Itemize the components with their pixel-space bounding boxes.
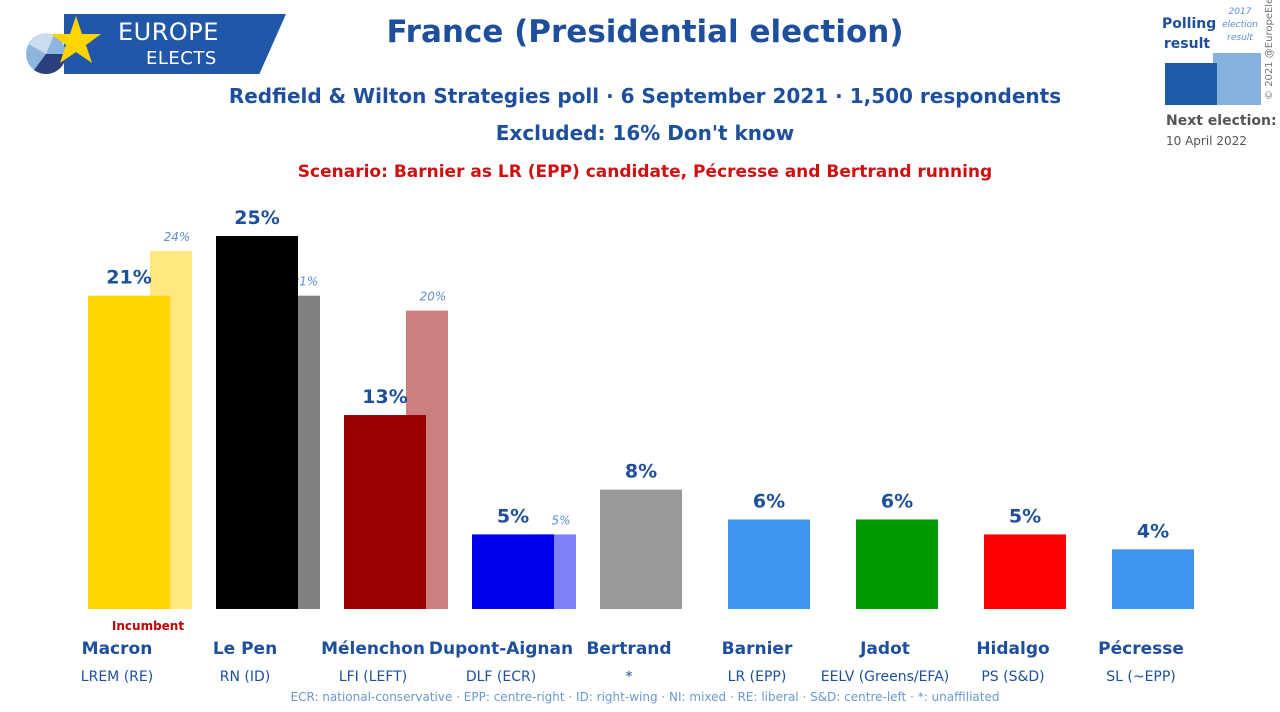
logo-band: [64, 14, 286, 74]
legend-polling-label: Polling result: [1162, 16, 1217, 52]
bar-poll-1: [216, 236, 298, 609]
bar-poll-4: [600, 489, 682, 609]
bar-2017-label-1: 21%: [292, 275, 319, 289]
candidate-name-2: Mélenchon: [321, 639, 425, 659]
candidate-name-3: Dupont-Aignan: [429, 639, 573, 659]
bar-poll-5: [728, 519, 810, 609]
party-label-6: EELV (Greens/EFA): [821, 669, 950, 685]
candidate-name-6: Jadot: [859, 639, 910, 659]
party-label-0: LREM (RE): [81, 669, 153, 685]
logo-text-elects: ELECTS: [146, 48, 217, 69]
bar-poll-8: [1112, 549, 1194, 609]
bar-poll-label-1: 25%: [234, 207, 279, 229]
bar-poll-label-3: 5%: [497, 505, 529, 527]
excluded-note: Excluded: 16% Don't know: [495, 121, 795, 145]
candidate-name-1: Le Pen: [213, 639, 277, 659]
bar-poll-label-0: 21%: [106, 267, 151, 289]
party-label-2: LFI (LEFT): [339, 669, 407, 685]
party-label-3: DLF (ECR): [466, 669, 536, 685]
bar-poll-0: [88, 295, 170, 609]
legend: Polling result 2017 election result Next…: [1150, 0, 1280, 170]
party-label-1: RN (ID): [220, 669, 270, 685]
bar-poll-label-5: 6%: [753, 490, 785, 512]
bar-poll-label-7: 5%: [1009, 505, 1041, 527]
party-label-8: SL (~EPP): [1106, 669, 1176, 685]
scenario-note: Scenario: Barnier as LR (EPP) candidate,…: [297, 162, 993, 182]
party-label-5: LR (EPP): [728, 669, 787, 685]
bar-poll-label-2: 13%: [362, 386, 407, 408]
next-election-label: Next election:: [1166, 113, 1277, 129]
bar-2017-label-2: 20%: [420, 290, 447, 304]
chart-title: France (Presidential election): [386, 14, 904, 50]
bar-2017-label-3: 5%: [551, 513, 570, 527]
bar-poll-label-6: 6%: [881, 490, 913, 512]
legend-2017-swatch: [1213, 53, 1261, 105]
party-legend-footer: ECR: national-conservative · EPP: centre…: [290, 690, 1000, 704]
candidate-name-4: Bertrand: [586, 639, 671, 659]
bar-2017-label-0: 24%: [164, 230, 191, 244]
logo-emblem-icon: [26, 16, 101, 74]
bar-poll-label-8: 4%: [1137, 520, 1169, 542]
logo-text-europe: EUROPE: [118, 18, 219, 46]
legend-2017-label: 2017 election result: [1222, 7, 1258, 43]
bar-poll-2: [344, 415, 426, 609]
bar-poll-6: [856, 519, 938, 609]
poll-subtitle: Redfield & Wilton Strategies poll · 6 Se…: [228, 84, 1062, 108]
bar-poll-7: [984, 534, 1066, 609]
bar-poll-3: [472, 534, 554, 609]
next-election-date: 10 April 2022: [1166, 134, 1247, 148]
candidate-name-7: Hidalgo: [976, 639, 1049, 659]
candidate-name-5: Barnier: [722, 639, 793, 659]
candidate-name-8: Pécresse: [1098, 639, 1184, 659]
europe-elects-logo: EUROPE ELECTS: [24, 14, 286, 74]
party-label-4: *: [626, 669, 633, 685]
legend-polling-swatch: [1165, 63, 1217, 105]
incumbent-annotation: Incumbent: [112, 619, 184, 633]
bar-poll-label-4: 8%: [625, 461, 657, 483]
candidate-name-0: Macron: [82, 639, 153, 659]
party-label-7: PS (S&D): [981, 669, 1044, 685]
